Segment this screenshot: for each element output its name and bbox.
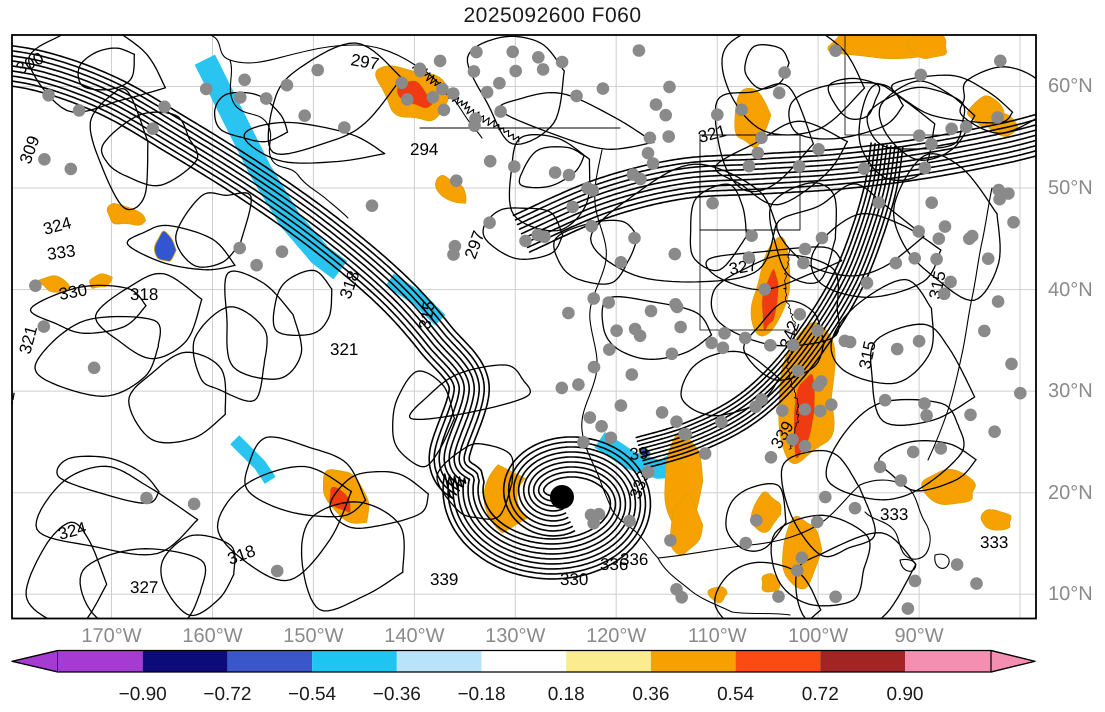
svg-text:330: 330 — [560, 570, 588, 589]
svg-text:40°N: 40°N — [1048, 279, 1093, 301]
svg-text:0.72: 0.72 — [802, 684, 839, 705]
svg-text:60°N: 60°N — [1048, 75, 1093, 97]
svg-text:120°W: 120°W — [586, 625, 646, 647]
svg-text:339: 339 — [430, 570, 458, 589]
svg-text:130°W: 130°W — [485, 625, 545, 647]
svg-text:170°W: 170°W — [81, 625, 141, 647]
svg-text:−0.54: −0.54 — [288, 684, 337, 705]
svg-text:30°N: 30°N — [1048, 380, 1093, 402]
svg-text:50°N: 50°N — [1048, 177, 1093, 199]
svg-text:−0.18: −0.18 — [457, 684, 505, 705]
svg-text:−0.72: −0.72 — [203, 684, 251, 705]
svg-text:333: 333 — [980, 533, 1008, 552]
svg-text:333: 333 — [880, 505, 908, 524]
svg-text:−0.90: −0.90 — [119, 684, 167, 705]
svg-text:318: 318 — [130, 285, 158, 304]
svg-text:20°N: 20°N — [1048, 482, 1093, 504]
svg-text:10°N: 10°N — [1048, 583, 1093, 605]
svg-text:0.36: 0.36 — [632, 684, 669, 705]
svg-text:−0.36: −0.36 — [373, 684, 421, 705]
svg-text:321: 321 — [330, 340, 358, 359]
svg-text:336: 336 — [620, 550, 648, 569]
svg-text:0.90: 0.90 — [887, 684, 924, 705]
svg-text:140°W: 140°W — [384, 625, 444, 647]
svg-text:0.54: 0.54 — [717, 684, 754, 705]
svg-text:294: 294 — [410, 140, 438, 159]
svg-text:150°W: 150°W — [283, 625, 343, 647]
svg-text:0.18: 0.18 — [548, 684, 585, 705]
svg-text:110°W: 110°W — [688, 625, 747, 647]
svg-text:100°W: 100°W — [788, 625, 848, 647]
svg-text:327: 327 — [130, 578, 158, 597]
svg-text:160°W: 160°W — [182, 625, 242, 647]
svg-text:39: 39 — [629, 443, 650, 464]
svg-text:90°W: 90°W — [895, 625, 944, 647]
svg-text:333: 333 — [46, 241, 77, 264]
